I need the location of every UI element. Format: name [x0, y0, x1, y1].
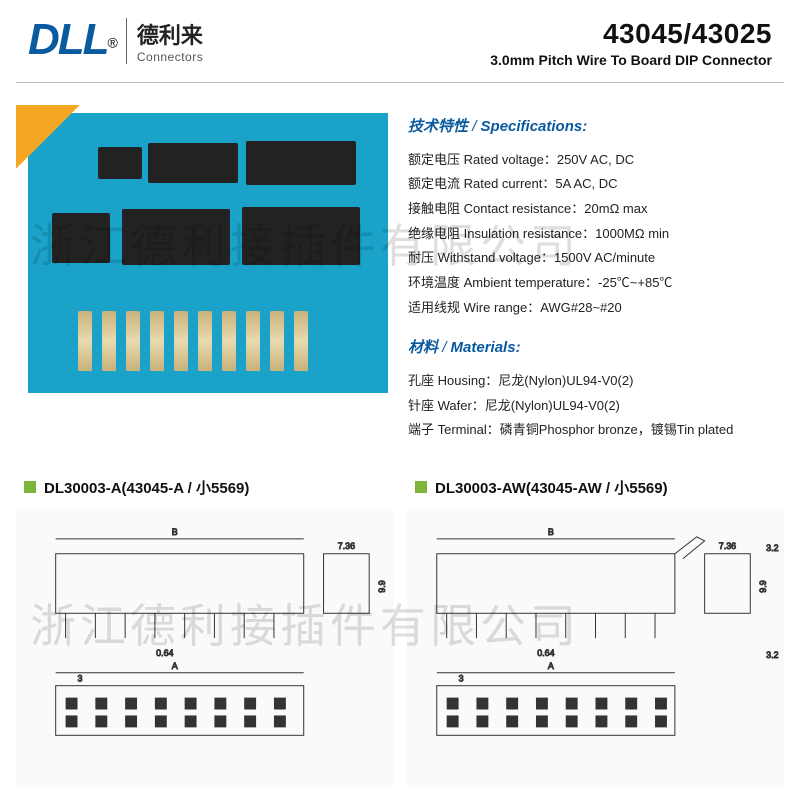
- svg-text:3: 3: [459, 674, 464, 684]
- material-row: 端子 Terminal：磷青铜Phosphor bronze，镀锡Tin pla…: [408, 418, 772, 443]
- drawing-right: DL30003-AW(43045-AW / 小5569) B 0.64 7.36…: [407, 461, 784, 793]
- svg-text:A: A: [172, 661, 178, 671]
- svg-text:3: 3: [78, 674, 83, 684]
- logo-text: DLL®: [28, 18, 118, 62]
- materials-title: 材料 / Materials:: [408, 334, 772, 363]
- content-row: 技术特性 / Specifications: 额定电压 Rated voltag…: [0, 83, 800, 453]
- svg-text:A: A: [548, 661, 554, 671]
- product-photo: [28, 113, 388, 393]
- drawing-left: DL30003-A(43045-A / 小5569) B 0.64 7.36 9…: [16, 461, 393, 793]
- subtitle: 3.0mm Pitch Wire To Board DIP Connector: [490, 52, 772, 68]
- svg-text:9.9: 9.9: [758, 580, 768, 592]
- svg-text:3.2: 3.2: [766, 543, 778, 553]
- material-row: 孔座 Housing：尼龙(Nylon)UL94-V0(2): [408, 369, 772, 394]
- svg-text:0.64: 0.64: [537, 648, 554, 658]
- bullet-icon: [24, 481, 36, 493]
- spec-row: 绝缘电阻 Insulation resistance：1000MΩ min: [408, 222, 772, 247]
- svg-text:9.9: 9.9: [377, 580, 387, 592]
- specs-list: 额定电压 Rated voltage：250V AC, DC额定电流 Rated…: [408, 148, 772, 321]
- svg-text:3.2: 3.2: [766, 650, 778, 660]
- svg-text:0.64: 0.64: [156, 648, 173, 658]
- schematic-left: B 0.64 7.36 9.9 A 3: [16, 508, 393, 788]
- bullet-icon: [415, 481, 427, 493]
- schematic-right: B 0.64 7.36 3.2 9.9 3.2 A 3: [407, 508, 784, 788]
- header: DLL® 德利来 Connectors 43045/43025 3.0mm Pi…: [0, 0, 800, 82]
- materials-list: 孔座 Housing：尼龙(Nylon)UL94-V0(2)针座 Wafer：尼…: [408, 369, 772, 443]
- material-row: 针座 Wafer：尼龙(Nylon)UL94-V0(2): [408, 394, 772, 419]
- drawings-row: DL30003-A(43045-A / 小5569) B 0.64 7.36 9…: [0, 453, 800, 793]
- spec-row: 适用线规 Wire range：AWG#28~#20: [408, 296, 772, 321]
- drawing-title-left: DL30003-A(43045-A / 小5569): [24, 477, 393, 498]
- spec-row: 耐压 Withstand voltage：1500V AC/minute: [408, 246, 772, 271]
- svg-text:7.36: 7.36: [719, 541, 736, 551]
- svg-text:B: B: [548, 527, 554, 537]
- header-right: 43045/43025 3.0mm Pitch Wire To Board DI…: [490, 18, 772, 68]
- svg-text:B: B: [172, 527, 178, 537]
- logo-subtext: 德利来 Connectors: [126, 18, 203, 64]
- spec-column: 技术特性 / Specifications: 额定电压 Rated voltag…: [408, 113, 772, 443]
- drawing-title-right: DL30003-AW(43045-AW / 小5569): [415, 477, 784, 498]
- spec-row: 额定电流 Rated current：5A AC, DC: [408, 172, 772, 197]
- spec-row: 额定电压 Rated voltage：250V AC, DC: [408, 148, 772, 173]
- spec-row: 接触电阻 Contact resistance：20mΩ max: [408, 197, 772, 222]
- specs-title: 技术特性 / Specifications:: [408, 113, 772, 142]
- part-number: 43045/43025: [490, 18, 772, 50]
- logo-block: DLL® 德利来 Connectors: [28, 18, 203, 64]
- spec-row: 环境温度 Ambient temperature：-25℃~+85℃: [408, 271, 772, 296]
- svg-text:7.36: 7.36: [338, 541, 355, 551]
